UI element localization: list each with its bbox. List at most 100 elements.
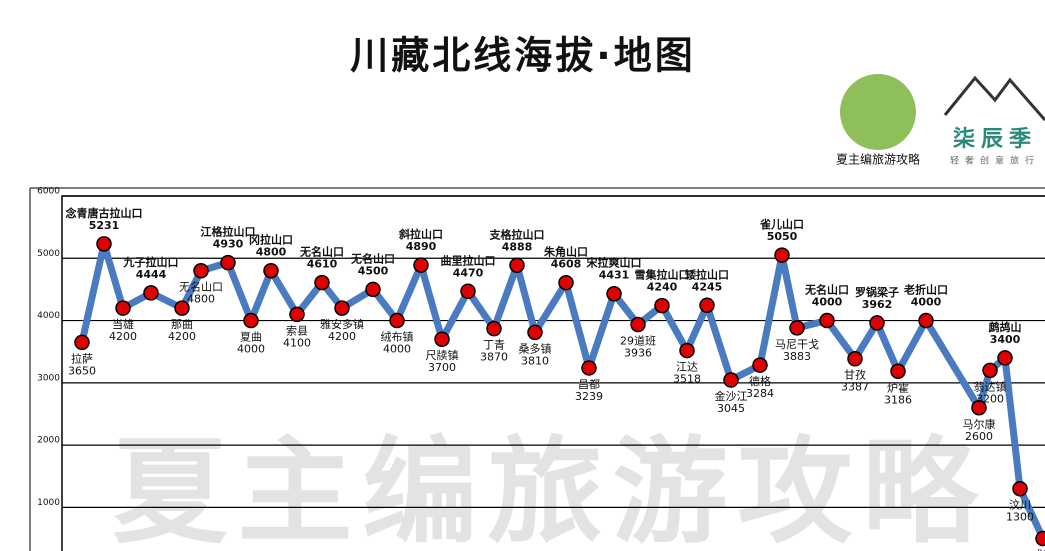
place-label: 汶川 (1009, 498, 1031, 512)
marker (789, 320, 805, 336)
place-label: 支格拉山口 (489, 227, 545, 241)
place-label: 江达 (676, 361, 698, 374)
place-label: 雅安多镇 (320, 317, 364, 331)
y-tick-label: 6000 (37, 187, 60, 197)
altitude-label: 3284 (746, 387, 774, 400)
altitude-label: 3700 (428, 361, 456, 374)
place-label: 昌都 (578, 378, 600, 391)
place-label: 曲里拉山口 (441, 253, 496, 267)
place-label: 桑多镇 (519, 341, 552, 355)
place-label: 冈拉山口 (249, 233, 293, 247)
altitude-label: 3387 (841, 381, 869, 394)
altitude-label: 4800 (187, 293, 215, 306)
logo-caption: 夏主编旅游攻略 (836, 152, 920, 167)
place-label: 念青唐古拉山口 (65, 206, 143, 220)
place-label: 丁青 (483, 339, 505, 352)
place-label: 鹧鸪山 (989, 320, 1022, 334)
y-tick-label: 2000 (37, 436, 60, 446)
altitude-label: 4930 (213, 238, 244, 251)
altitude-label: 5050 (767, 230, 798, 243)
altitude-label: 4608 (551, 258, 582, 271)
marker (115, 300, 131, 316)
place-label: 那曲 (171, 318, 193, 331)
marker (847, 350, 863, 367)
marker (819, 312, 835, 329)
marker (334, 300, 350, 316)
place-label: 翁达镇 (974, 379, 1007, 393)
marker (606, 285, 622, 302)
altitude-label: 3239 (575, 390, 603, 403)
altitude-label: 3810 (521, 354, 549, 367)
marker (314, 274, 330, 291)
altitude-label: 4100 (283, 336, 311, 349)
place-label: 德格 (749, 374, 771, 388)
place-label: 29道班 (620, 334, 656, 348)
brand: 柒辰季 (953, 127, 1037, 152)
place-label: 江格拉山口 (201, 225, 256, 239)
watermark: 夏主编旅游攻略 (112, 426, 987, 551)
marker (679, 342, 695, 359)
place-label: 朱角山口 (543, 245, 588, 259)
place-label: 矮拉山口 (685, 267, 729, 281)
altitude-label: 4888 (502, 240, 533, 253)
marker (869, 315, 885, 331)
marker (527, 324, 543, 341)
marker (971, 400, 987, 416)
place-label: 马尼干戈 (775, 338, 819, 351)
marker (699, 297, 715, 314)
logo (840, 74, 916, 150)
marker (654, 297, 670, 314)
chart-title: 川藏北线海拔·地图 (350, 34, 695, 78)
marker (220, 254, 236, 271)
altitude-label: 4890 (406, 240, 437, 253)
altitude-label: 4245 (692, 280, 723, 293)
altitude-label: 1300 (1006, 511, 1034, 524)
place-label: 炉霍 (887, 381, 909, 394)
y-tick-label: 1000 (37, 498, 60, 508)
altitude-label: 3186 (884, 393, 912, 406)
place-label: 宋拉爽山口 (586, 256, 642, 270)
marker (1035, 530, 1045, 547)
place-label: 罗锅梁子 (855, 285, 899, 299)
altitude-label: 4200 (109, 330, 137, 343)
marker (74, 334, 90, 351)
marker (558, 274, 574, 291)
altitude-label: 4610 (307, 258, 338, 271)
altitude-label: 4000 (237, 343, 265, 356)
brand-slogan: 轻奢创意旅行 (950, 155, 1040, 167)
place-label: 尺牍镇 (426, 348, 459, 362)
marker (365, 281, 381, 298)
place-label: 九子拉山口 (123, 255, 179, 269)
place-label: 雀儿山口 (759, 217, 804, 231)
marker (982, 362, 998, 379)
place-label: 无名山口 (179, 280, 223, 294)
y-tick-label: 4000 (37, 311, 60, 321)
marker (581, 360, 597, 376)
marker (752, 357, 768, 373)
marker (96, 236, 112, 252)
place-label: 夏曲 (240, 331, 262, 344)
altitude-label: 4200 (168, 330, 196, 343)
marker (997, 350, 1013, 366)
altitude-label: 4470 (453, 266, 484, 279)
place-label: 成都 (1032, 549, 1045, 551)
altitude-label: 4000 (383, 343, 411, 356)
place-label: 无名山口 (804, 283, 849, 297)
altitude-label: 3936 (624, 347, 652, 360)
y-tick-label: 3000 (37, 373, 60, 383)
marker (243, 312, 259, 329)
marker (174, 300, 190, 316)
place-label: 绒布镇 (381, 330, 414, 344)
place-label: 拉萨 (71, 351, 93, 365)
y-tick-label: 5000 (37, 249, 60, 259)
place-label: 马尔康 (963, 417, 996, 431)
altitude-label: 5231 (89, 219, 120, 232)
marker (1012, 480, 1028, 497)
altitude-label: 4000 (911, 296, 942, 309)
altitude-label: 4431 (599, 269, 630, 282)
logo-mountain (943, 75, 1045, 121)
altitude-label: 4000 (812, 296, 843, 309)
altitude-label: 3962 (862, 298, 893, 311)
place-label: 甘孜 (844, 368, 866, 382)
